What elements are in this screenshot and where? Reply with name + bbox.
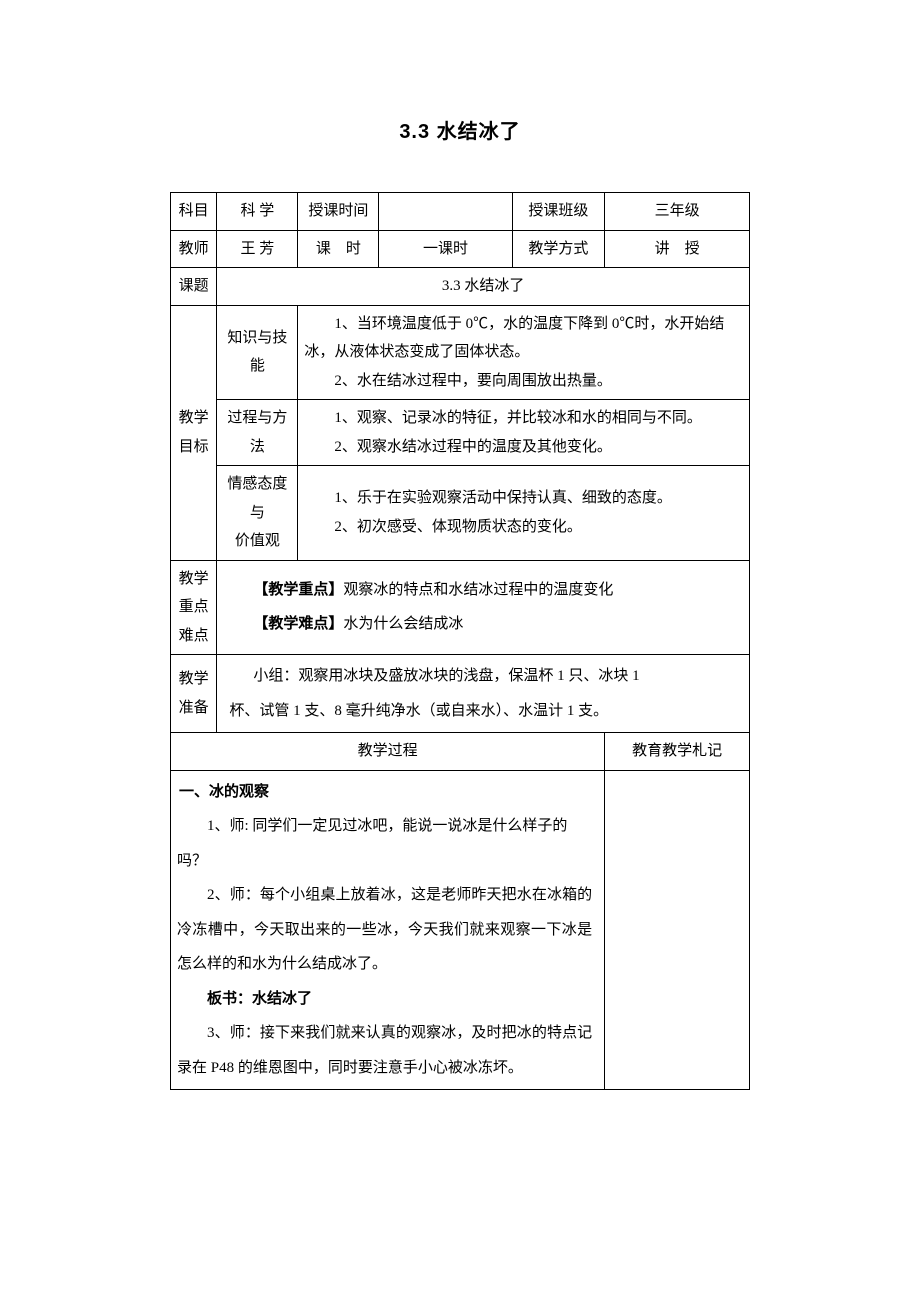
- table-row: 一、冰的观察 1、师: 同学们一定见过冰吧，能说一说冰是什么样子的吗？ 2、师：…: [171, 770, 750, 1090]
- lesson-plan-table: 科目 科 学 授课时间 授课班级 三年级 教师 王 芳 课 时 一课时 教学方式…: [170, 192, 750, 1090]
- label-teacher: 教师: [171, 230, 217, 268]
- value-teach-time: [379, 193, 512, 231]
- value-teacher: 王 芳: [217, 230, 298, 268]
- value-method: 讲 授: [605, 230, 750, 268]
- process-board: 板书：水结冰了: [177, 982, 598, 1017]
- label-process: 教学过程: [171, 733, 605, 771]
- label-keypoints-l3: 难点: [179, 628, 209, 644]
- keypoint-label-2: 【教学难点】: [253, 616, 343, 632]
- prep-line-2: 杯、试管 1 支、8 毫升纯净水（或自来水）、水温计 1 支。: [223, 694, 743, 729]
- keypoint-text-2: 水为什么会结成冰: [343, 616, 463, 632]
- page: 3.3 水结冰了 科目 科 学 授课时间 授课班级 三年级 教师 王 芳 课 时…: [0, 0, 920, 1302]
- label-obj-knowledge: 知识与技能: [217, 305, 298, 400]
- label-obj-attitude-l1: 情感态度与: [227, 476, 287, 521]
- label-topic: 课题: [171, 268, 217, 306]
- process-p2: 2、师：每个小组桌上放着冰，这是老师昨天把水在冰箱的冷冻槽中，今天取出来的一些冰…: [177, 878, 598, 982]
- process-h1: 一、冰的观察: [177, 775, 598, 810]
- value-keypoints: 【教学重点】观察冰的特点和水结冰过程中的温度变化 【教学难点】水为什么会结成冰: [217, 560, 750, 655]
- label-teach-class: 授课班级: [512, 193, 605, 231]
- label-method: 教学方式: [512, 230, 605, 268]
- page-title: 3.3 水结冰了: [170, 115, 750, 144]
- label-notes: 教育教学札记: [605, 733, 750, 771]
- table-row: 课题 3.3 水结冰了: [171, 268, 750, 306]
- keypoint-line: 【教学重点】观察冰的特点和水结冰过程中的温度变化: [223, 573, 743, 608]
- table-row: 教学 重点 难点 【教学重点】观察冰的特点和水结冰过程中的温度变化 【教学难点】…: [171, 560, 750, 655]
- label-keypoints-l2: 重点: [179, 599, 209, 615]
- value-prep: 小组：观察用冰块及盛放冰块的浅盘，保温杯 1 只、冰块 1 杯、试管 1 支、8…: [217, 655, 750, 733]
- prep-line-1: 小组：观察用冰块及盛放冰块的浅盘，保温杯 1 只、冰块 1: [223, 659, 743, 694]
- keypoint-line: 【教学难点】水为什么会结成冰: [223, 607, 743, 642]
- table-row: 教师 王 芳 课 时 一课时 教学方式 讲 授: [171, 230, 750, 268]
- label-subject: 科目: [171, 193, 217, 231]
- table-row: 教学 准备 小组：观察用冰块及盛放冰块的浅盘，保温杯 1 只、冰块 1 杯、试管…: [171, 655, 750, 733]
- label-keypoints: 教学 重点 难点: [171, 560, 217, 655]
- notes-body: [605, 770, 750, 1090]
- label-obj-attitude: 情感态度与 价值观: [217, 466, 298, 561]
- value-obj-attitude: 1、乐于在实验观察活动中保持认真、细致的态度。 2、初次感受、体现物质状态的变化…: [298, 466, 750, 561]
- table-row: 教学过程 教育教学札记: [171, 733, 750, 771]
- table-row: 情感态度与 价值观 1、乐于在实验观察活动中保持认真、细致的态度。 2、初次感受…: [171, 466, 750, 561]
- table-row: 科目 科 学 授课时间 授课班级 三年级: [171, 193, 750, 231]
- value-subject: 科 学: [217, 193, 298, 231]
- label-obj-process: 过程与方法: [217, 400, 298, 466]
- label-prep-l1: 教学: [179, 671, 209, 687]
- process-body: 一、冰的观察 1、师: 同学们一定见过冰吧，能说一说冰是什么样子的吗？ 2、师：…: [171, 770, 605, 1090]
- table-row: 教学 目标 知识与技能 1、当环境温度低于 0℃，水的温度下降到 0℃时，水开始…: [171, 305, 750, 400]
- label-prep-l2: 准备: [179, 700, 209, 716]
- value-obj-process: 1、观察、记录冰的特征，并比较冰和水的相同与不同。 2、观察水结冰过程中的温度及…: [298, 400, 750, 466]
- keypoint-text-1: 观察冰的特点和水结冰过程中的温度变化: [343, 582, 613, 598]
- label-objectives: 教学 目标: [171, 305, 217, 560]
- keypoint-label-1: 【教学重点】: [253, 582, 343, 598]
- value-teach-class: 三年级: [605, 193, 750, 231]
- process-p3: 3、师：接下来我们就来认真的观察冰，及时把冰的特点记录在 P48 的维恩图中，同…: [177, 1016, 598, 1085]
- label-obj-attitude-l2: 价值观: [235, 533, 280, 549]
- label-periods: 课 时: [298, 230, 379, 268]
- label-teach-time: 授课时间: [298, 193, 379, 231]
- label-prep: 教学 准备: [171, 655, 217, 733]
- table-row: 过程与方法 1、观察、记录冰的特征，并比较冰和水的相同与不同。 2、观察水结冰过…: [171, 400, 750, 466]
- value-topic: 3.3 水结冰了: [217, 268, 750, 306]
- value-obj-knowledge: 1、当环境温度低于 0℃，水的温度下降到 0℃时，水开始结冰，从液体状态变成了固…: [298, 305, 750, 400]
- value-periods: 一课时: [379, 230, 512, 268]
- label-keypoints-l1: 教学: [179, 571, 209, 587]
- process-p1: 1、师: 同学们一定见过冰吧，能说一说冰是什么样子的吗？: [177, 809, 598, 878]
- label-objectives-l2: 目标: [179, 439, 209, 455]
- label-objectives-l1: 教学: [179, 410, 209, 426]
